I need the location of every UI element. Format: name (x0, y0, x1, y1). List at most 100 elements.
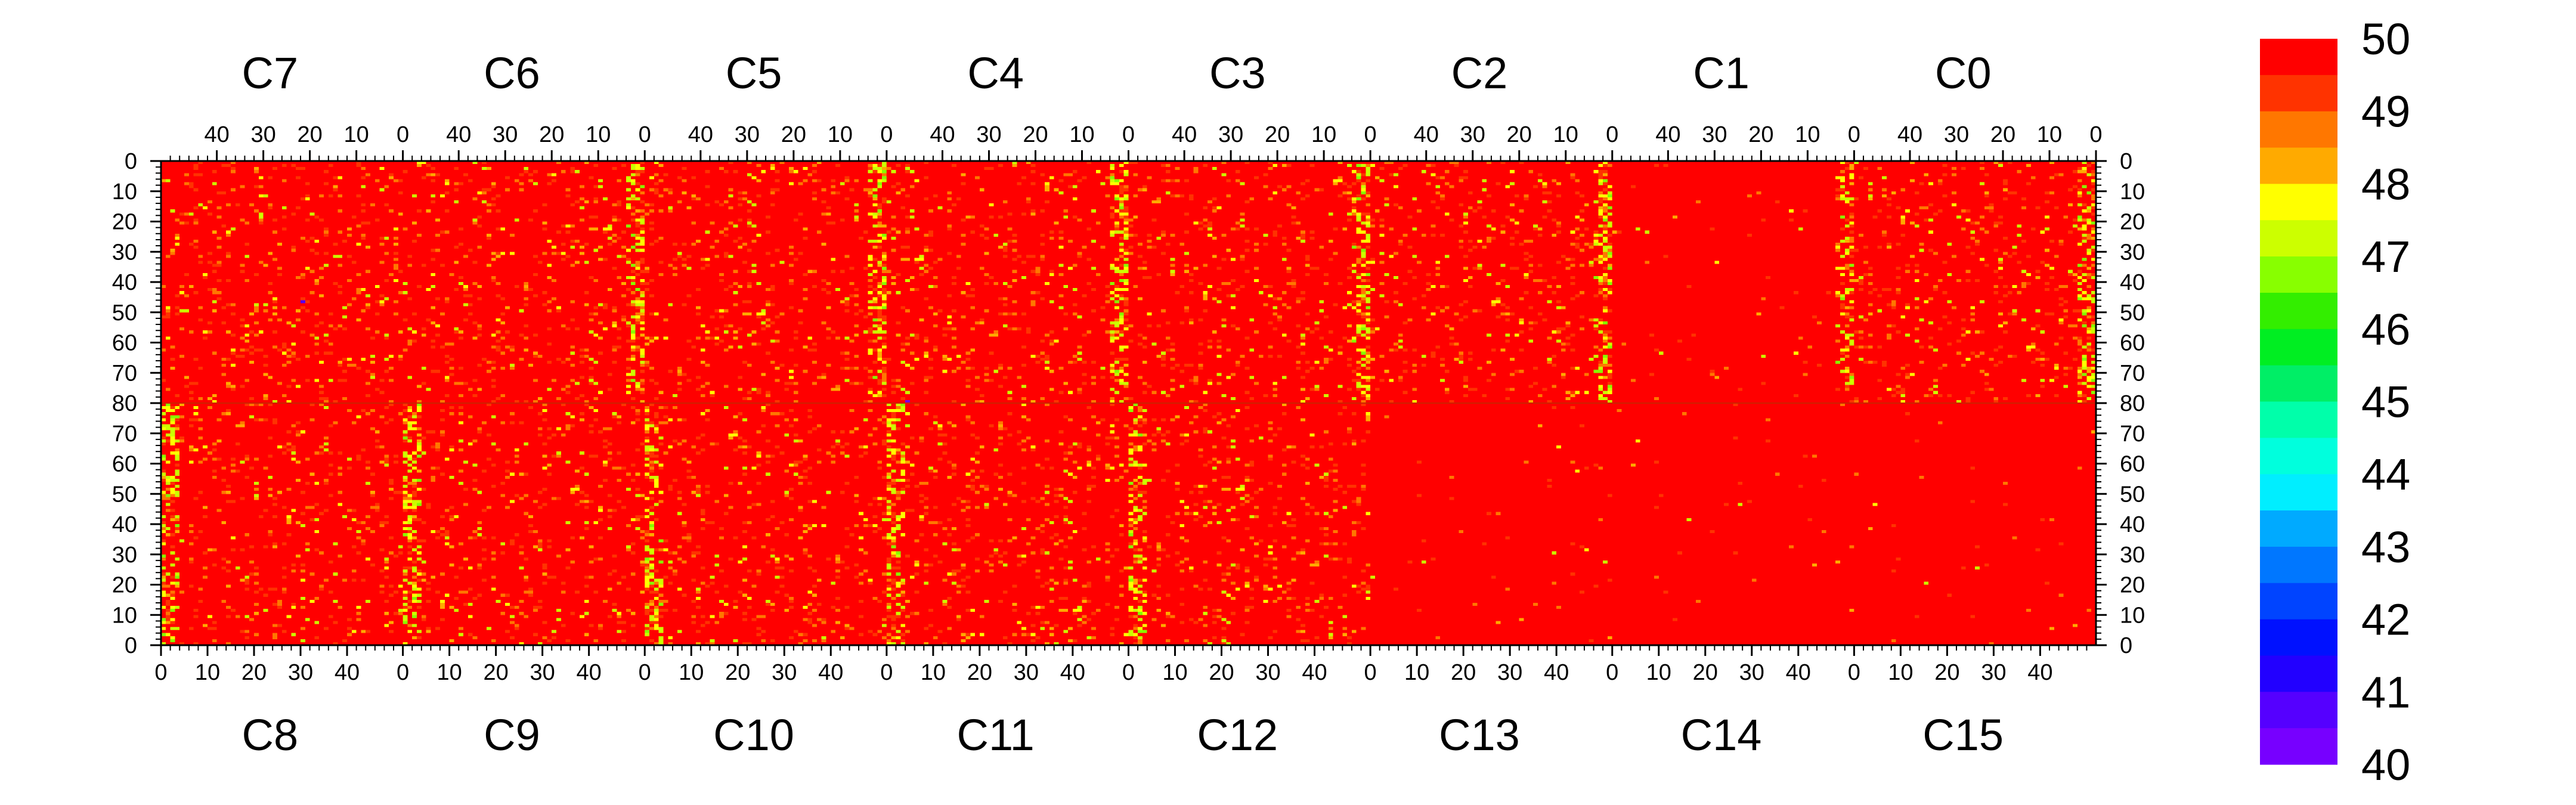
top-tick-label: 10 (1553, 122, 1578, 147)
bottom-tick-label: 10 (1404, 660, 1429, 685)
colorbar-segment (2260, 474, 2337, 511)
bottom-tick-label: 30 (1014, 660, 1039, 685)
bottom-tick-label: 10 (679, 660, 704, 685)
chip-label-top: C6 (484, 48, 540, 98)
colorbar-segment (2260, 401, 2337, 438)
bottom-tick-label: 0 (1606, 660, 1618, 685)
bottom-tick-label: 0 (880, 660, 893, 685)
heatmap-chip-C5 (645, 161, 887, 403)
top-tick-label: 40 (1897, 122, 1922, 147)
colorbar-segment (2260, 655, 2337, 692)
colorbar-segment (2260, 583, 2337, 620)
y-tick-label: 70 (2120, 361, 2145, 386)
y-tick-label: 40 (2120, 270, 2145, 295)
top-tick-label: 0 (880, 122, 893, 147)
colorbar-label: 42 (2361, 595, 2410, 645)
top-tick-label: 20 (1265, 122, 1290, 147)
bottom-tick-label: 30 (530, 660, 555, 685)
top-tick-label: 30 (1218, 122, 1243, 147)
bottom-tick-label: 0 (1848, 660, 1860, 685)
heatmap-chip-C15 (1854, 403, 2096, 645)
bottom-tick-label: 30 (772, 660, 797, 685)
top-tick-label: 40 (446, 122, 471, 147)
bottom-tick-label: 0 (639, 660, 651, 685)
top-tick-label: 20 (297, 122, 322, 147)
chip-label-top: C5 (726, 48, 782, 98)
colorbar-segment (2260, 510, 2337, 547)
y-tick-label: 50 (2120, 482, 2145, 507)
y-tick-label: 10 (112, 603, 137, 628)
bottom-tick-label: 10 (1646, 660, 1671, 685)
colorbar-label: 49 (2361, 87, 2410, 137)
y-tick-label: 80 (112, 391, 137, 416)
bottom-tick-label: 40 (2027, 660, 2052, 685)
top-tick-label: 10 (1795, 122, 1820, 147)
bottom-tick-label: 10 (921, 660, 946, 685)
chip-label-bottom: C13 (1439, 710, 1520, 760)
y-tick-label: 50 (112, 301, 137, 326)
y-tick-label: 50 (112, 482, 137, 507)
bottom-tick-label: 20 (1451, 660, 1476, 685)
colorbar-segment (2260, 39, 2337, 76)
y-tick-label: 10 (112, 179, 137, 205)
heatmap-chip-C7 (161, 161, 403, 403)
top-tick-label: 10 (1069, 122, 1094, 147)
colorbar-segment (2260, 75, 2337, 112)
bottom-tick-label: 10 (1162, 660, 1187, 685)
colorbar-label: 46 (2361, 305, 2410, 354)
colorbar-label: 48 (2361, 159, 2410, 209)
bottom-tick-label: 20 (725, 660, 750, 685)
colorbar-segment (2260, 438, 2337, 475)
colorbar-label: 41 (2361, 667, 2410, 717)
y-tick-label: 30 (2120, 543, 2145, 568)
bottom-tick-label: 10 (195, 660, 220, 685)
bottom-tick-label: 40 (1302, 660, 1327, 685)
y-tick-label: 40 (112, 270, 137, 295)
colorbar-segment (2260, 692, 2337, 729)
bottom-tick-label: 40 (577, 660, 602, 685)
y-tick-label: 20 (112, 210, 137, 235)
top-tick-label: 0 (2089, 122, 2102, 147)
top-tick-label: 30 (976, 122, 1001, 147)
top-tick-label: 0 (397, 122, 409, 147)
top-tick-label: 30 (1702, 122, 1727, 147)
top-tick-label: 10 (2037, 122, 2062, 147)
top-tick-label: 30 (1460, 122, 1485, 147)
y-tick-label: 0 (125, 149, 137, 174)
y-tick-label: 70 (112, 361, 137, 386)
top-tick-label: 0 (1848, 122, 1860, 147)
bottom-tick-label: 40 (1786, 660, 1811, 685)
top-tick-label: 20 (539, 122, 564, 147)
chip-label-top: C1 (1693, 48, 1750, 98)
heatmap-chip-C0 (1854, 161, 2096, 403)
bottom-tick-label: 0 (1122, 660, 1135, 685)
y-tick-label: 0 (2120, 149, 2132, 174)
y-tick-label: 0 (2120, 633, 2132, 658)
bottom-tick-label: 0 (1364, 660, 1377, 685)
top-tick-label: 40 (930, 122, 955, 147)
y-tick-label: 60 (2120, 452, 2145, 477)
colorbar-segment (2260, 184, 2337, 221)
top-tick-label: 0 (1606, 122, 1618, 147)
bottom-tick-label: 20 (1693, 660, 1718, 685)
chip-labels: C7 C8 C6 C9 C5 C10 C4 C11 C3 C12 C2 C13 C1 C14 C0 C15 (242, 48, 2004, 760)
top-tick-label: 20 (1023, 122, 1048, 147)
top-tick-label: 40 (1172, 122, 1197, 147)
top-tick-label: 10 (828, 122, 853, 147)
y-tick-label: 40 (2120, 512, 2145, 537)
heatmap-chip-C2 (1370, 161, 1612, 403)
colorbar-segment (2260, 111, 2337, 148)
heatmap-cells (161, 161, 2096, 645)
top-tick-label: 10 (586, 122, 611, 147)
colorbar-segment (2260, 329, 2337, 366)
chip-label-bottom: C14 (1681, 710, 1762, 760)
chip-label-top: C7 (242, 48, 299, 98)
chip-label-bottom: C8 (242, 710, 299, 760)
chip-label-bottom: C10 (713, 710, 794, 760)
y-tick-label: 10 (2120, 179, 2145, 205)
y-tick-label: 40 (112, 512, 137, 537)
top-tick-label: 20 (1748, 122, 1773, 147)
colorbar-label: 40 (2361, 740, 2410, 789)
y-tick-label: 0 (125, 633, 137, 658)
